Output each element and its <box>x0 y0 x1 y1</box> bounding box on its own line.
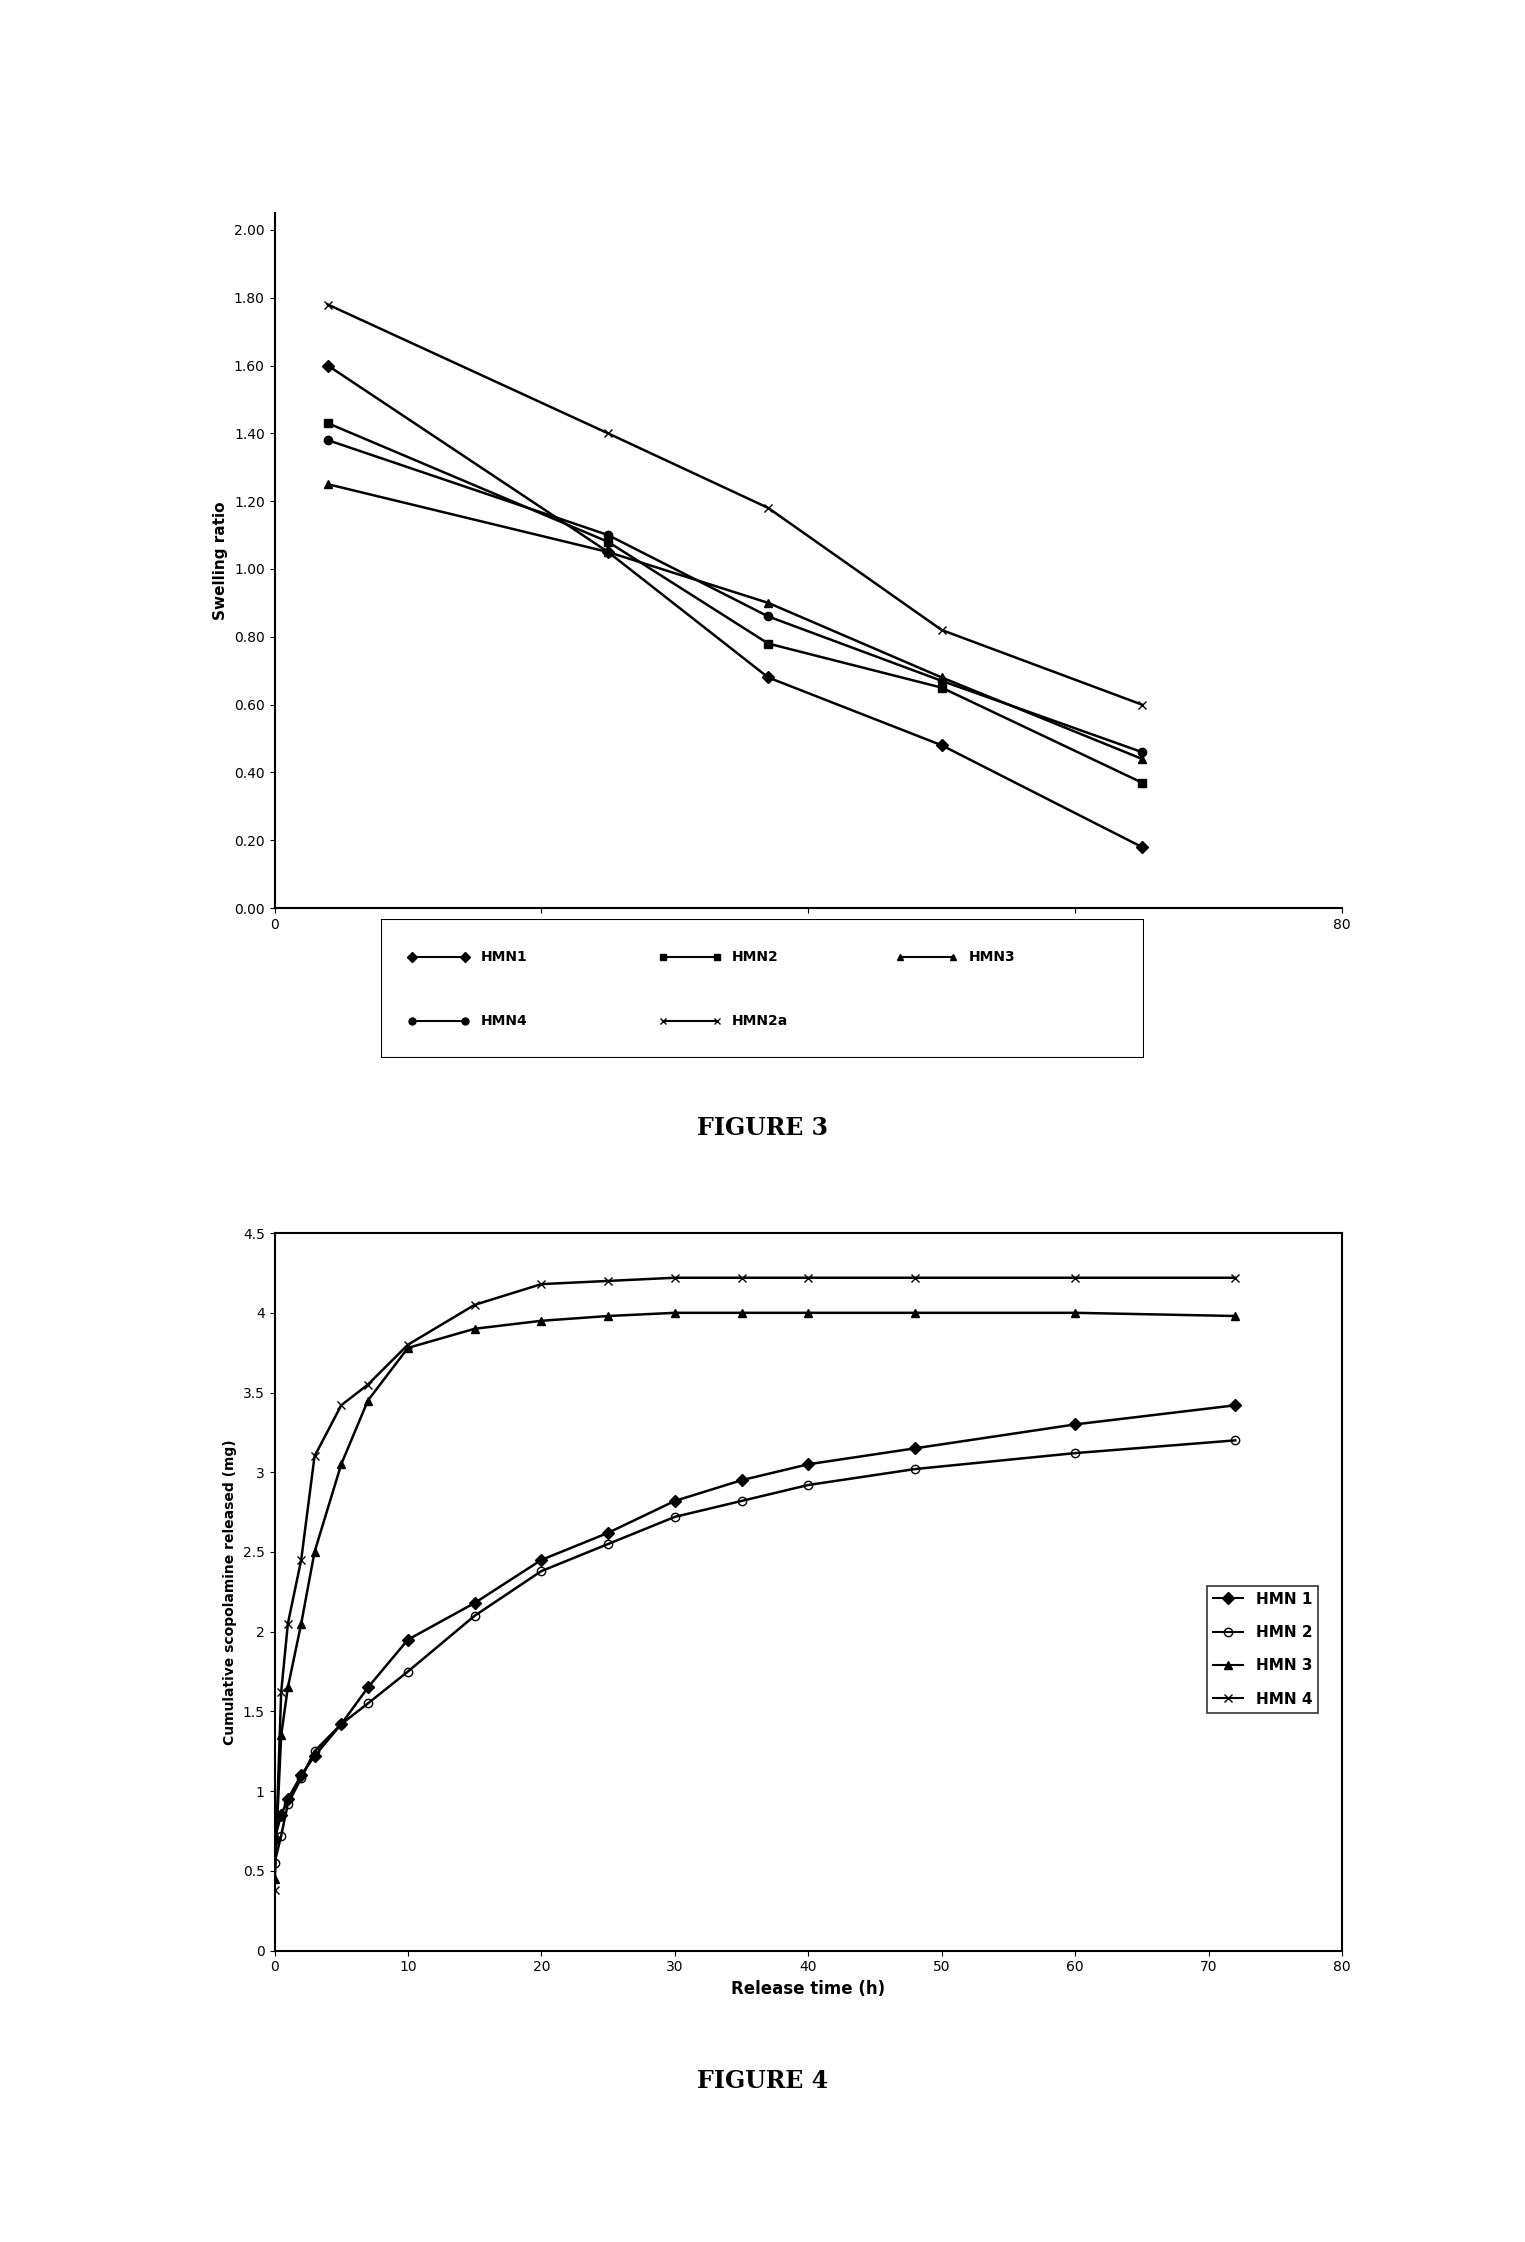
Legend: HMN 1, HMN 2, HMN 3, HMN 4: HMN 1, HMN 2, HMN 3, HMN 4 <box>1206 1585 1318 1713</box>
Text: FIGURE 4: FIGURE 4 <box>697 2069 828 2092</box>
X-axis label: Temperature(°C): Temperature(°C) <box>730 937 886 955</box>
Text: FIGURE 3: FIGURE 3 <box>697 1117 828 1139</box>
Text: HMN1: HMN1 <box>480 951 528 964</box>
Text: HMN3: HMN3 <box>968 951 1016 964</box>
Text: HMN2a: HMN2a <box>732 1013 788 1027</box>
X-axis label: Release time (h): Release time (h) <box>730 1980 886 1998</box>
Y-axis label: Swelling ratio: Swelling ratio <box>214 502 229 619</box>
Y-axis label: Cumulative scopolamine released (mg): Cumulative scopolamine released (mg) <box>223 1439 238 1744</box>
Text: HMN2: HMN2 <box>732 951 779 964</box>
FancyBboxPatch shape <box>381 919 1144 1058</box>
Text: HMN4: HMN4 <box>480 1013 528 1027</box>
